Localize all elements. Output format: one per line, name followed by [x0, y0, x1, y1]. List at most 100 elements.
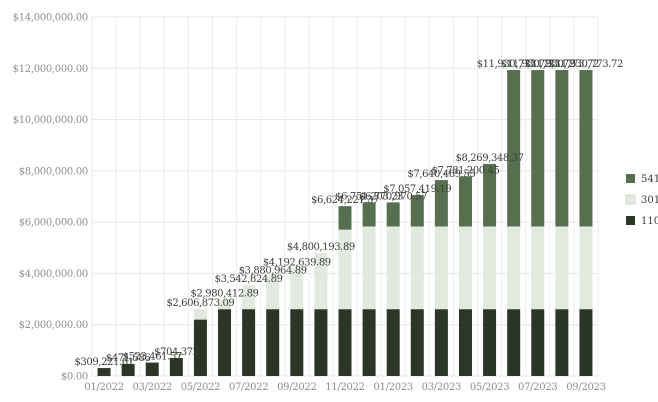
bar-segment-110 [483, 309, 497, 376]
y-tick-label: $0.00 [61, 372, 88, 383]
bar-segment-301 [314, 252, 328, 310]
data-label: $3,542,824.89 [215, 274, 283, 285]
y-tick-label: $10,000,000.00 [13, 115, 88, 126]
bar-segment-301 [531, 226, 545, 310]
bar-segment-110 [531, 309, 545, 376]
data-label: $309,221.61 [74, 357, 133, 368]
x-tick-label: 11/2022 [325, 382, 364, 393]
x-tick-label: 07/2022 [229, 382, 268, 393]
bar-segment-541 [386, 202, 400, 227]
bar-segment-110 [338, 309, 352, 376]
bar-segment-110 [362, 309, 376, 376]
data-label: $2,980,412.89 [191, 289, 259, 300]
data-label: $2,606,873.09 [166, 298, 234, 309]
x-tick-label: 03/2023 [422, 382, 461, 393]
data-label: $3,880,964.89 [239, 265, 307, 276]
x-tick-label: 09/2022 [277, 382, 316, 393]
grid [91, 16, 599, 377]
bar-segment-541 [507, 70, 521, 227]
x-tick-label: 03/2022 [133, 382, 172, 393]
y-tick-label: $6,000,000.00 [19, 218, 88, 229]
legend-swatch [625, 194, 636, 205]
bar-segment-110 [193, 319, 207, 376]
bar-segment-110 [434, 309, 448, 376]
data-label: $704,372 [154, 347, 199, 358]
bar-segment-541 [410, 195, 424, 227]
legend-label: 301 [641, 195, 658, 206]
bar-segment-110 [458, 309, 472, 376]
data-label: $11,930,773.72 [525, 59, 599, 70]
bar-segment-110 [579, 309, 593, 376]
bar-segment-110 [145, 362, 159, 376]
data-labels: $309,221.61$471,586$523,461.57$704,372 $2… [74, 59, 623, 368]
bar-segment-301 [266, 276, 280, 310]
bar-segment-301 [338, 229, 352, 310]
x-tick-label: 05/2022 [181, 382, 220, 393]
x-tick-label: 05/2023 [470, 382, 509, 393]
bar-segment-541 [362, 202, 376, 227]
bar-segment-110 [97, 368, 111, 376]
bar-segment-110 [410, 309, 424, 376]
bar-segment-110 [242, 309, 256, 376]
bar-segment-301 [434, 226, 448, 310]
bar-segment-301 [290, 268, 304, 310]
bar-segment-110 [169, 357, 183, 376]
legend-swatch [626, 216, 635, 225]
bar-segment-301 [579, 226, 593, 310]
bar-segment-110 [121, 363, 135, 376]
y-axis-labels: $0.00 $2,000,000.00 $4,000,000.00 $6,000,00… [13, 13, 89, 383]
data-label: $6,770,970.57 [359, 191, 427, 202]
y-tick-label: $2,000,000.00 [19, 320, 88, 331]
bar-segment-301 [555, 226, 569, 310]
bar-segment-110 [314, 309, 328, 376]
bar-segment-301 [458, 226, 472, 310]
bar-segment-301 [386, 226, 400, 310]
data-label: $11,930,773.72 [549, 59, 623, 70]
bar-segment-541 [434, 180, 448, 227]
bar-segment-541 [483, 163, 497, 227]
legend-label: 541 [641, 174, 658, 185]
legend-label: 110 [641, 216, 658, 227]
y-tick-label: $8,000,000.00 [19, 166, 88, 177]
bar-segment-301 [507, 226, 521, 310]
data-label: $7,781,200.45 [431, 165, 499, 176]
legend: 541 301 110 [625, 174, 658, 227]
y-tick-label: $12,000,000.00 [13, 64, 88, 75]
bar-segment-541 [458, 176, 472, 227]
data-label: $471,586 [106, 353, 151, 364]
bar-segment-110 [555, 309, 569, 376]
data-label: $11,930,773.72 [501, 59, 575, 70]
data-label: $7,640,469.55 [407, 169, 475, 180]
bar-segment-110 [290, 309, 304, 376]
bar-series [97, 70, 593, 376]
y-tick-label: $14,000,000.00 [13, 13, 88, 24]
bar-segment-301 [242, 285, 256, 310]
bar-segment-541 [579, 70, 593, 227]
data-label: $4,800,193.89 [287, 242, 355, 253]
data-label: $11,930,773.72 [477, 59, 551, 70]
bar-segment-110 [218, 309, 232, 376]
data-label: $7,057,419.19 [383, 184, 451, 195]
bar-segment-541 [338, 206, 352, 230]
x-tick-label: 01/2023 [373, 382, 412, 393]
data-label: $523,461.57 [123, 352, 182, 363]
bar-segment-301 [362, 226, 376, 310]
bar-segment-541 [555, 70, 569, 227]
data-label: $8,269,348.37 [456, 153, 524, 164]
bar-segment-301 [218, 299, 232, 310]
bar-segment-301 [483, 226, 497, 310]
bar-segment-110 [507, 309, 521, 376]
bar-segment-541 [531, 70, 545, 227]
data-label: $6,751,203.23 [335, 191, 403, 202]
data-label: $6,624,221.37 [311, 195, 379, 206]
bar-segment-110 [266, 309, 280, 376]
x-tick-label: 07/2023 [518, 382, 557, 393]
x-tick-label: 09/2023 [566, 382, 605, 393]
legend-swatch [626, 174, 635, 183]
x-axis-labels: 01/2022 03/2022 05/2022 07/2022 09/2022 11/20… [84, 382, 606, 393]
bar-segment-301 [410, 226, 424, 310]
y-tick-label: $4,000,000.00 [19, 269, 88, 280]
data-label: $4,192,639.89 [263, 257, 331, 268]
bar-segment-110 [386, 309, 400, 376]
